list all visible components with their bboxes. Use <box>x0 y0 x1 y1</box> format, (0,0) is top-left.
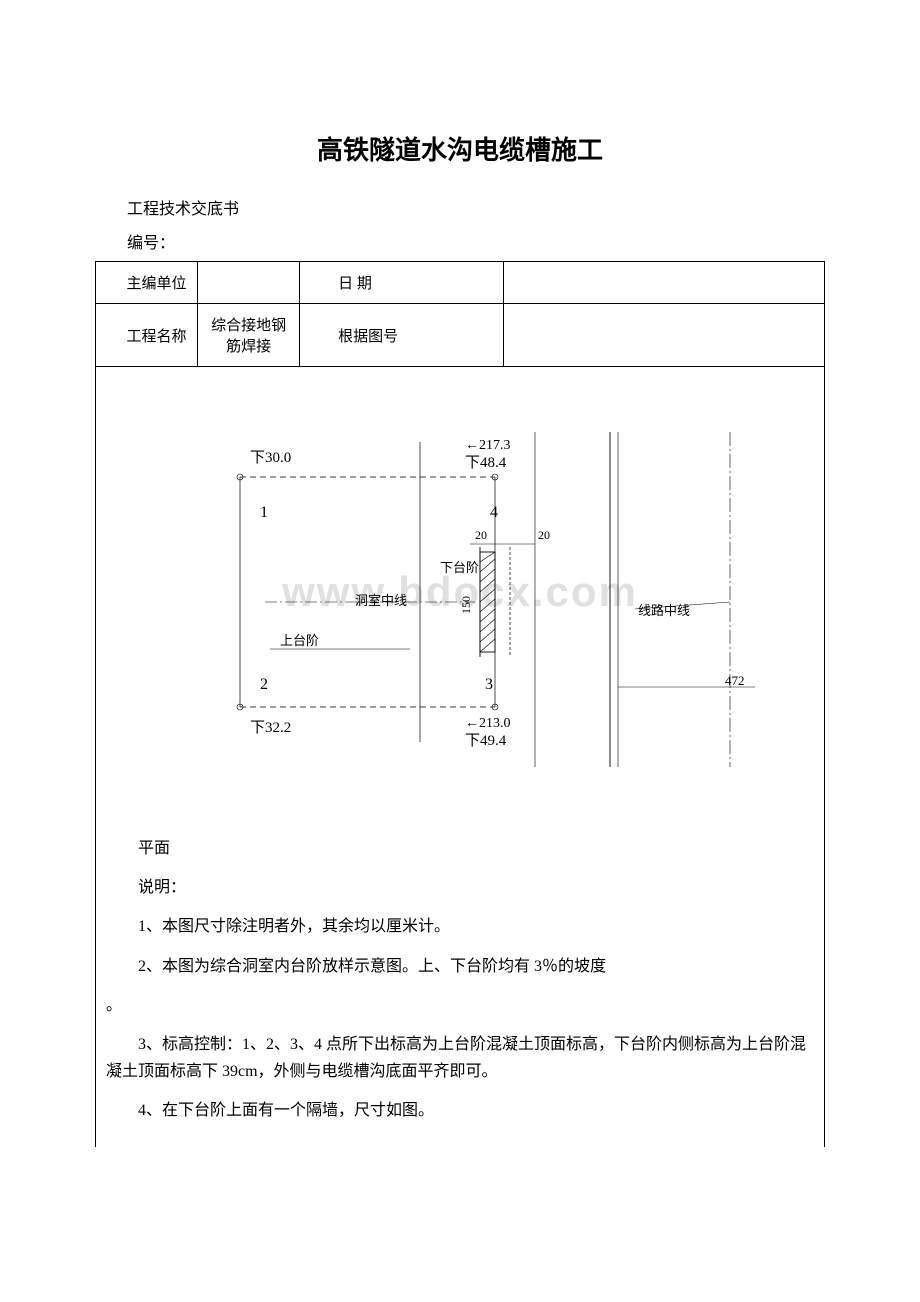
cell-mid: 日 期 <box>300 262 504 304</box>
dim-150: 150 <box>459 596 473 614</box>
doc-title: 高铁隧道水沟电缆槽施工 <box>95 130 825 167</box>
tr-arrow: ←217.3 <box>465 438 511 453</box>
room-center-label: 洞室中线 <box>355 593 407 608</box>
point-3: 3 <box>485 676 493 693</box>
cell-label: 工程名称 <box>96 304 198 367</box>
point-2: 2 <box>260 676 268 693</box>
route-center-label: 线路中线 <box>638 603 690 618</box>
note-1: 1、本图尺寸除注明者外，其余均以厘米计。 <box>106 913 814 940</box>
note-3: 3、标高控制：1、2、3、4 点所下出标高为上台阶混凝土顶面标高，下台阶内侧标高… <box>106 1031 814 1085</box>
cell-label: 主编单位 <box>96 262 198 304</box>
br-down: 下49.4 <box>465 733 507 749</box>
table-row: 工程名称 综合接地钢筋焊接 根据图号 <box>96 304 825 367</box>
note-2: 2、本图为综合洞室内台阶放样示意图。上、下台阶均有 3％的坡度 <box>106 953 814 980</box>
notes-block: 平面 说明： 1、本图尺寸除注明者外，其余均以厘米计。 2、本图为综合洞室内台阶… <box>95 817 825 1147</box>
cell-mid: 根据图号 <box>300 304 504 367</box>
note-label: 说明： <box>106 874 814 901</box>
cell-value <box>198 262 300 304</box>
dim-472: 472 <box>725 673 745 688</box>
dim-20a: 20 <box>475 528 487 542</box>
note-4: 4、在下台阶上面有一个隔墙，尺寸如图。 <box>106 1097 814 1124</box>
cell-value <box>504 304 825 367</box>
table-row: 主编单位 日 期 <box>96 262 825 304</box>
diagram-container: www.bdocx.com <box>95 367 825 817</box>
doc-number-label: 编号： <box>95 229 825 253</box>
plan-diagram: 150 下30.0 ←217.3 下48.4 下32.2 ←213.0 下49.… <box>140 387 780 807</box>
point-4: 4 <box>490 504 498 521</box>
doc-subtitle: 工程技术交底书 <box>95 195 825 219</box>
upper-step-label: 上台阶 <box>280 633 319 648</box>
lower-step-label: 下台阶 <box>440 560 479 575</box>
cell-value: 综合接地钢筋焊接 <box>198 304 300 367</box>
dim-20b: 20 <box>538 528 550 542</box>
point-1: 1 <box>260 504 268 521</box>
header-table: 主编单位 日 期 工程名称 综合接地钢筋焊接 根据图号 <box>95 261 825 367</box>
cell-value <box>504 262 825 304</box>
bl-down: 下32.2 <box>250 720 291 736</box>
note-2-tail: 。 <box>106 992 814 1019</box>
plan-heading: 平面 <box>106 835 814 862</box>
tl-down: 下30.0 <box>250 450 291 466</box>
br-arrow: ←213.0 <box>465 716 511 731</box>
tr-down: 下48.4 <box>465 455 507 471</box>
